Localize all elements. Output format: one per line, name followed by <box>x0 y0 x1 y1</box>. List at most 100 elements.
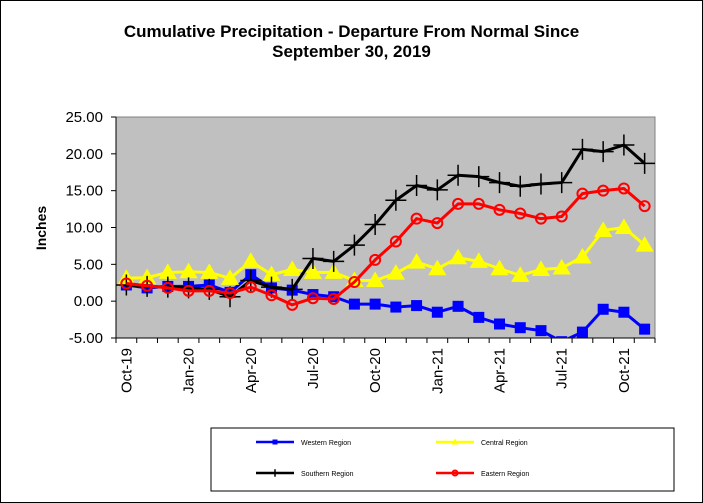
data-point-eastern-region <box>265 289 278 302</box>
y-tick-label: 20.00 <box>65 146 103 163</box>
data-point-central-region <box>179 262 198 279</box>
data-point-western-region <box>452 300 464 312</box>
chart-title-line-2: September 30, 2019 <box>272 42 431 61</box>
data-point-southern-region <box>530 173 552 195</box>
data-point-central-region <box>283 260 302 276</box>
data-point-central-region <box>552 258 571 275</box>
data-point-eastern-region <box>306 292 319 305</box>
legend-marker-western-region <box>272 439 278 445</box>
x-tick-label: Apr-20 <box>243 348 260 393</box>
legend-items: Western Region Central Region Southern Reg… <box>256 438 529 478</box>
data-point-central-region <box>531 260 551 276</box>
legend-marker-central-region <box>451 438 459 445</box>
data-point-western-region <box>597 303 609 315</box>
data-point-southern-region <box>551 172 573 194</box>
data-point-eastern-region <box>576 187 589 200</box>
data-point-central-region <box>303 263 323 279</box>
x-tick-label: Oct-20 <box>367 348 384 393</box>
y-tick-label: 15.00 <box>65 183 103 200</box>
data-point-southern-region <box>343 234 365 256</box>
data-point-southern-region <box>364 214 386 236</box>
data-point-southern-region <box>634 152 655 174</box>
data-point-western-region <box>514 322 526 334</box>
data-point-southern-region <box>447 164 469 186</box>
data-point-eastern-region <box>514 207 527 220</box>
data-point-eastern-region <box>431 217 444 230</box>
data-point-western-region <box>535 325 547 337</box>
data-point-eastern-region <box>617 182 630 195</box>
legend-label-central-region: Central Region <box>481 440 528 447</box>
data-point-eastern-region <box>161 281 174 294</box>
data-point-central-region <box>158 263 177 279</box>
y-tick-label: 25.00 <box>65 109 103 126</box>
data-point-western-region <box>473 311 485 323</box>
legend-label-western-region: Western Region <box>301 440 351 447</box>
data-point-western-region <box>576 326 588 338</box>
data-point-central-region <box>241 252 260 268</box>
legend-label-southern-region: Southern Region <box>301 471 354 478</box>
legend <box>210 427 675 492</box>
data-point-southern-region <box>426 179 448 201</box>
data-point-central-region <box>262 265 281 282</box>
data-point-eastern-region <box>410 212 423 225</box>
series-eastern-region <box>120 182 651 311</box>
y-axis: 25.00 20.00 15.00 10.00 5.00 0.00 -5.00 <box>65 109 117 347</box>
x-tick-label: Jan-20 <box>181 348 198 394</box>
data-point-eastern-region <box>244 281 257 294</box>
plot-area <box>115 116 656 339</box>
data-point-southern-region <box>323 250 345 272</box>
legend-marker-southern-region <box>271 469 279 477</box>
data-point-eastern-region <box>224 287 237 300</box>
data-point-southern-region <box>281 278 303 300</box>
data-point-eastern-region <box>493 203 506 216</box>
chart-title-line-1: Cumulative Precipitation - Departure Fro… <box>123 22 580 41</box>
data-point-western-region <box>639 323 651 335</box>
data-point-western-region <box>348 298 360 310</box>
data-point-central-region <box>428 259 447 276</box>
data-point-central-region <box>366 271 385 288</box>
data-point-central-region <box>407 253 426 269</box>
data-point-eastern-region <box>182 284 195 297</box>
y-tick-label: 0.00 <box>74 293 103 310</box>
data-point-central-region <box>469 252 488 268</box>
data-point-eastern-region <box>534 212 547 225</box>
data-point-central-region <box>614 218 634 234</box>
data-point-southern-region <box>571 138 593 160</box>
data-point-western-region <box>328 291 340 303</box>
data-point-southern-region <box>509 175 531 197</box>
y-axis-label: Inches <box>33 206 49 251</box>
x-tick-label: Oct-19 <box>118 348 135 393</box>
x-tick-label: Apr-21 <box>492 348 509 393</box>
data-point-central-region <box>594 221 613 237</box>
data-point-eastern-region <box>348 276 361 289</box>
data-point-eastern-region <box>203 284 216 297</box>
data-point-southern-region <box>613 134 635 156</box>
data-point-western-region <box>556 336 568 338</box>
data-point-southern-region <box>489 172 511 194</box>
data-point-southern-region <box>302 247 324 269</box>
data-point-central-region <box>200 263 219 279</box>
data-point-southern-region <box>385 189 407 211</box>
data-point-central-region <box>386 264 405 280</box>
legend-marker-eastern-region <box>451 469 459 477</box>
data-point-southern-region <box>592 141 614 163</box>
data-point-eastern-region <box>452 197 465 210</box>
data-point-eastern-region <box>555 210 568 223</box>
data-point-western-region <box>411 300 423 312</box>
data-point-western-region <box>307 289 319 301</box>
data-point-western-region <box>431 306 443 318</box>
data-point-eastern-region <box>597 184 610 197</box>
data-point-central-region <box>511 266 530 282</box>
data-point-western-region <box>618 306 630 318</box>
data-point-eastern-region <box>327 292 340 305</box>
data-point-western-region <box>390 301 402 313</box>
series-line-eastern-region <box>126 186 646 307</box>
x-tick-label: Jul-21 <box>554 348 571 389</box>
y-tick-label: -5.00 <box>69 330 103 347</box>
series-layer <box>116 134 655 338</box>
data-point-eastern-region <box>472 197 485 210</box>
data-point-eastern-region <box>286 298 299 311</box>
data-point-central-region <box>635 236 654 252</box>
data-point-southern-region <box>219 286 241 308</box>
